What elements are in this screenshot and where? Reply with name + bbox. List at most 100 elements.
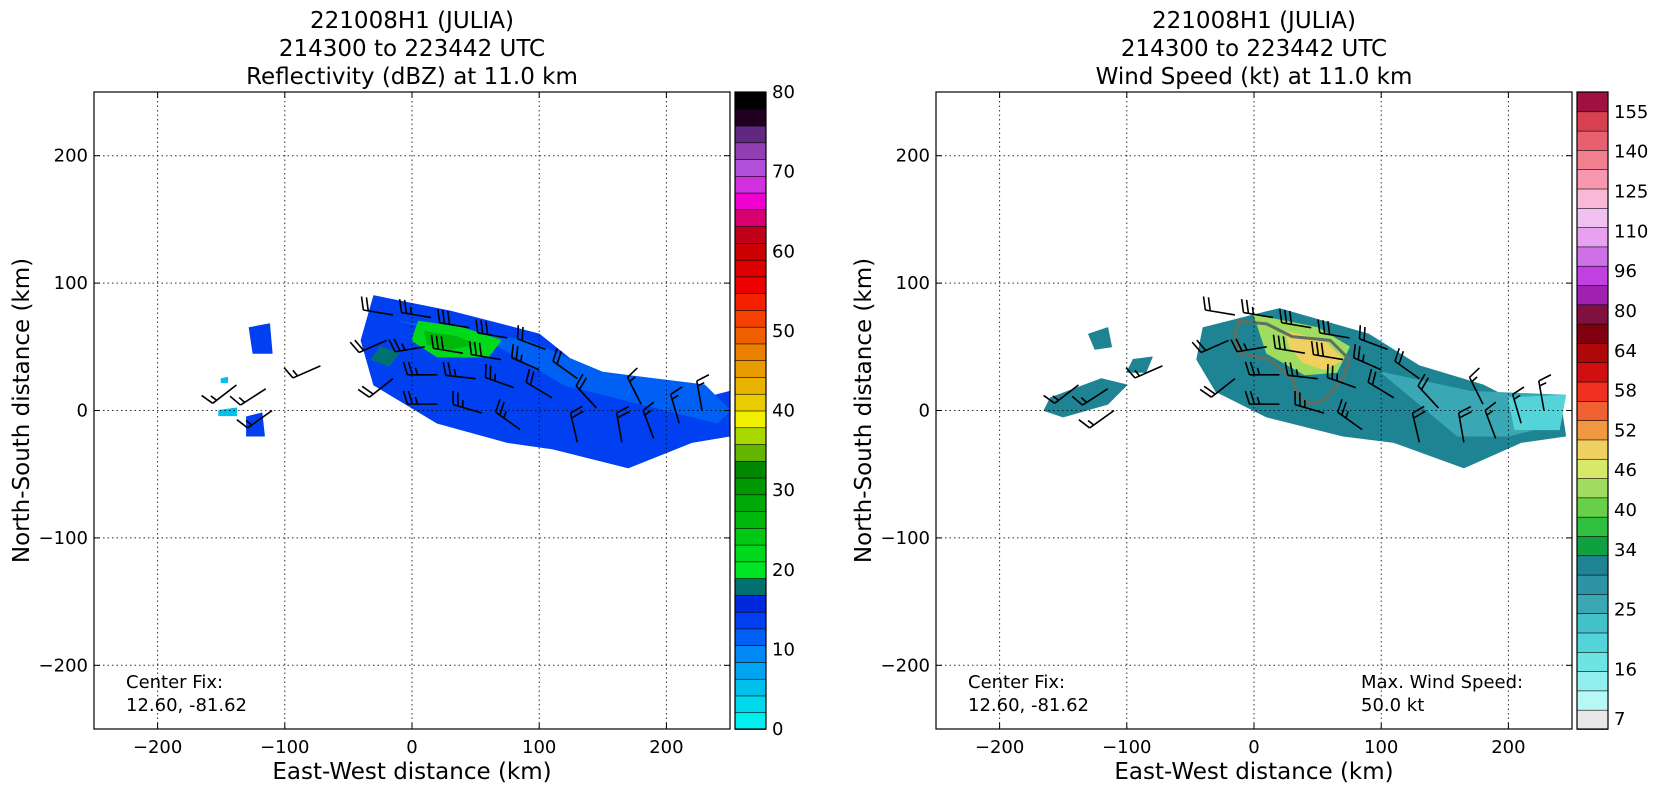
colorbar-swatch: [735, 662, 766, 679]
colorbar-swatch: [1577, 208, 1608, 228]
colorbar-tick-label: 16: [1614, 659, 1637, 680]
annotation-text: Center Fix:: [968, 672, 1065, 693]
y-tick-label: −100: [39, 528, 88, 549]
y-axis-label: North-South distance (km): [9, 258, 35, 563]
colorbar-swatch: [1577, 111, 1608, 131]
x-axis-label: East-West distance (km): [272, 759, 551, 785]
x-tick-label: 100: [1364, 737, 1398, 758]
colorbar-swatch: [735, 427, 766, 444]
colorbar-swatch: [735, 561, 766, 578]
colorbar-swatch: [1577, 478, 1608, 498]
colorbar-tick-label: 30: [772, 480, 795, 501]
colorbar-swatch: [735, 494, 766, 511]
annotation-text: 12.60, -81.62: [968, 695, 1089, 716]
echo-region: [1127, 357, 1152, 372]
chart-title-line: Wind Speed (kt) at 11.0 km: [1096, 64, 1413, 90]
colorbar-swatch: [1577, 671, 1608, 691]
colorbar-tick-label: 10: [772, 639, 795, 660]
colorbar-swatch: [1577, 632, 1608, 652]
colorbar-swatch: [735, 679, 766, 696]
colorbar-swatch: [735, 159, 766, 176]
chart-title-line: 214300 to 223442 UTC: [279, 36, 545, 62]
colorbar-swatch: [735, 310, 766, 327]
colorbar-swatch: [1577, 439, 1608, 459]
annotation-text: 50.0 kt: [1361, 695, 1424, 716]
colorbar-swatch: [735, 411, 766, 428]
colorbar-tick-label: 58: [1614, 381, 1637, 402]
colorbar-swatch: [1577, 710, 1608, 730]
colorbar-swatch: [735, 343, 766, 360]
colorbar-swatch: [1577, 362, 1608, 382]
colorbar-swatch: [735, 712, 766, 729]
colorbar-tick-label: 125: [1614, 182, 1648, 203]
colorbar-swatch: [735, 243, 766, 260]
wind-barb: [1079, 411, 1114, 428]
colorbar-tick-label: 25: [1614, 600, 1637, 621]
colorbar-swatch: [1577, 555, 1608, 575]
colorbar-swatch: [1577, 266, 1608, 286]
colorbar-swatch: [1577, 304, 1608, 324]
x-tick-label: −100: [1102, 737, 1151, 758]
colorbar-swatch: [735, 293, 766, 310]
colorbar-tick-label: 70: [772, 162, 795, 183]
y-tick-label: −200: [39, 655, 88, 676]
colorbar-tick-label: 7: [1614, 709, 1625, 730]
colorbar-swatch: [735, 612, 766, 629]
colorbar-swatch: [1577, 497, 1608, 517]
echo-region: [221, 377, 227, 382]
colorbar-swatch: [1577, 420, 1608, 440]
colorbar-swatch: [1577, 324, 1608, 344]
colorbar-tick-label: 52: [1614, 420, 1637, 441]
colorbar-tick-label: 110: [1614, 221, 1648, 242]
echo-region: [1508, 395, 1565, 429]
colorbar-tick-label: 80: [772, 82, 795, 103]
annotation-text: Center Fix:: [126, 672, 223, 693]
colorbar-swatch: [1577, 169, 1608, 189]
echo-region: [219, 408, 237, 416]
colorbar-swatch: [735, 394, 766, 411]
colorbar-swatch: [735, 226, 766, 243]
echo-region: [249, 324, 272, 353]
colorbar-swatch: [735, 444, 766, 461]
chart-title-line: 221008H1 (JULIA): [1152, 8, 1356, 34]
colorbar-swatch: [1577, 575, 1608, 595]
colorbar-tick-label: 140: [1614, 142, 1648, 163]
colorbar-swatch: [1577, 227, 1608, 247]
colorbar-swatch: [1577, 517, 1608, 537]
y-tick-label: 100: [54, 273, 88, 294]
colorbar-swatch: [735, 109, 766, 126]
colorbar-swatch: [735, 545, 766, 562]
colorbar-tick-label: 155: [1614, 102, 1648, 123]
x-tick-label: −100: [260, 737, 309, 758]
chart-title-line: 214300 to 223442 UTC: [1121, 36, 1387, 62]
colorbar-swatch: [1577, 246, 1608, 266]
chart-title-line: Reflectivity (dBZ) at 11.0 km: [246, 64, 578, 90]
x-tick-label: −200: [975, 737, 1024, 758]
colorbar-swatch: [735, 360, 766, 377]
wind-barb: [230, 389, 266, 405]
colorbar-swatch: [735, 260, 766, 277]
colorbar-tick-label: 50: [772, 321, 795, 342]
x-tick-label: 200: [1491, 737, 1525, 758]
colorbar-swatch: [735, 176, 766, 193]
x-tick-label: 0: [406, 737, 417, 758]
colorbar-swatch: [735, 126, 766, 143]
colorbar-tick-label: 34: [1614, 540, 1637, 561]
wind-barb: [1204, 297, 1235, 315]
colorbar-swatch: [1577, 285, 1608, 305]
colorbar-swatch: [1577, 131, 1608, 151]
colorbar-swatch: [735, 595, 766, 612]
echo-region: [247, 413, 265, 436]
colorbar-swatch: [1577, 594, 1608, 614]
y-tick-label: 200: [54, 146, 88, 167]
x-tick-label: −200: [133, 737, 182, 758]
plot-area: [1044, 297, 1566, 468]
y-tick-label: −100: [881, 528, 930, 549]
colorbar-swatch: [1577, 401, 1608, 421]
x-tick-label: 200: [649, 737, 683, 758]
y-tick-label: 0: [77, 401, 88, 422]
colorbar-tick-label: 60: [772, 241, 795, 262]
